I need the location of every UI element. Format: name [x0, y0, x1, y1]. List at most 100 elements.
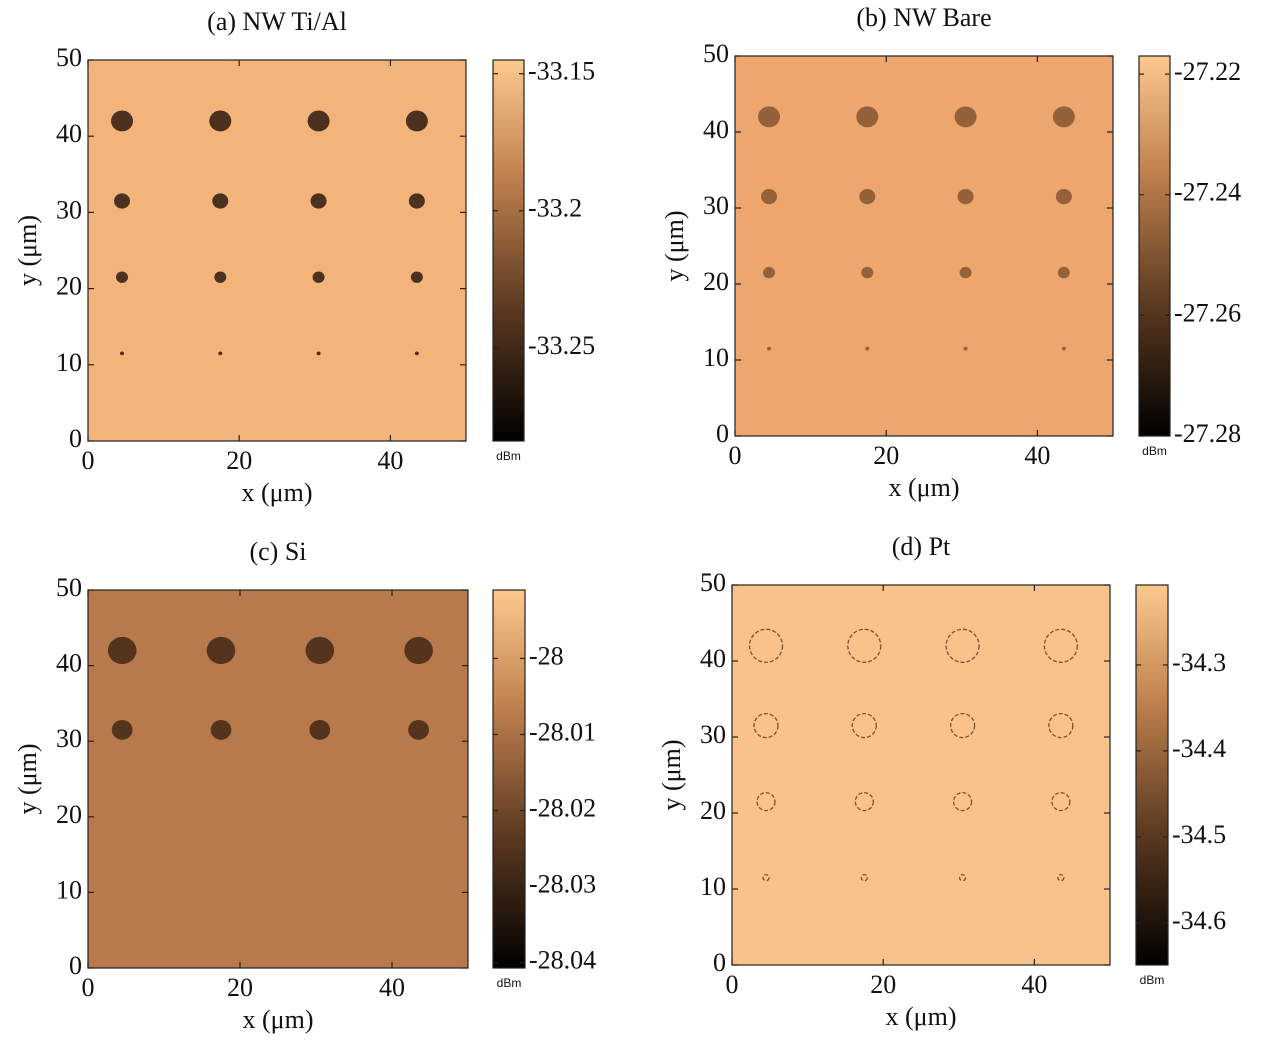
x-tick-label: 0 [726, 970, 739, 999]
spot-feature [959, 266, 972, 279]
ring-feature [762, 873, 770, 882]
spot-feature [761, 189, 778, 205]
colorbar-tick-label: -33.15 [528, 57, 595, 86]
panel-title: (c) Si [249, 537, 306, 566]
colorbar [492, 589, 526, 969]
colorbar-tick-label: -33.25 [528, 331, 595, 360]
y-tick-label: 10 [700, 872, 726, 901]
y-tick-label: 50 [703, 39, 729, 68]
spot-feature [206, 636, 236, 665]
spot-feature [218, 351, 223, 356]
colorbar-tick-label: -27.26 [1174, 298, 1241, 327]
y-axis-label: y (μm) [660, 211, 689, 282]
colorbar-tick-label: -34.6 [1172, 906, 1226, 935]
y-tick-label: 50 [56, 573, 82, 602]
y-axis-label: y (μm) [657, 740, 686, 811]
spot-feature [309, 719, 331, 740]
spot-feature [316, 351, 321, 356]
y-tick-label: 10 [56, 348, 82, 377]
y-tick-label: 40 [56, 119, 82, 148]
x-tick-label: 0 [729, 441, 742, 470]
colorbar-unit: dBm [1142, 444, 1167, 458]
ring-feature [854, 791, 874, 812]
y-tick-label: 0 [713, 948, 726, 977]
ring-feature [952, 791, 973, 812]
spot-feature [114, 193, 131, 209]
spot-feature [404, 636, 433, 665]
x-tick-label: 20 [226, 446, 252, 475]
spot-feature [1057, 266, 1070, 279]
spot-feature [405, 110, 428, 132]
ring-feature [1048, 712, 1074, 739]
x-tick-label: 20 [227, 973, 253, 1002]
spot-feature [859, 189, 876, 205]
spot-feature [214, 271, 227, 283]
spot-feature [763, 266, 776, 279]
spot-feature [861, 266, 874, 279]
x-tick-label: 40 [1021, 970, 1047, 999]
spot-feature [408, 193, 425, 209]
ring-feature [847, 628, 882, 663]
x-tick-label: 0 [82, 446, 95, 475]
panel: 0 20 40 0 10 20 30 40 50 (b) NW Bare x (μm) y (μm) -… [660, 3, 1241, 502]
colorbar-tick-label: -34.4 [1172, 734, 1226, 763]
y-tick-label: 20 [56, 800, 82, 829]
x-tick-label: 20 [873, 441, 899, 470]
colorbar [1135, 584, 1169, 966]
y-axis-label: y (μm) [13, 744, 42, 815]
spot-feature [1061, 346, 1066, 351]
y-tick-label: 40 [56, 649, 82, 678]
spot-feature [210, 719, 232, 740]
ring-feature [949, 712, 976, 739]
ring-feature [753, 712, 779, 739]
spot-feature [312, 271, 325, 283]
colorbar-tick-label: -28.01 [529, 717, 596, 746]
colorbar-tick-label: -27.22 [1174, 57, 1241, 86]
y-tick-label: 20 [703, 267, 729, 296]
ring-feature [1043, 628, 1079, 663]
y-tick-label: 40 [703, 115, 729, 144]
y-tick-label: 10 [56, 875, 82, 904]
spot-feature [111, 110, 134, 132]
y-tick-label: 20 [700, 796, 726, 825]
y-tick-label: 30 [56, 195, 82, 224]
x-axis-label: x (μm) [243, 1005, 314, 1034]
y-tick-label: 30 [700, 720, 726, 749]
ring-feature [945, 628, 980, 663]
panel: 0 20 40 0 10 20 30 40 50 (a) NW Ti/Al x (μm) y (μm)… [13, 7, 595, 507]
spot-feature [758, 106, 781, 128]
colorbar-tick-label: -28.02 [529, 794, 596, 823]
colorbar-unit: dBm [1140, 973, 1165, 987]
heatmap-field [734, 55, 1114, 437]
y-tick-label: 50 [700, 568, 726, 597]
spot-feature [865, 346, 870, 351]
spot-feature [212, 193, 229, 209]
spot-feature [120, 351, 125, 356]
y-tick-label: 0 [69, 951, 82, 980]
x-tick-label: 40 [377, 446, 403, 475]
colorbar-unit: dBm [497, 976, 522, 990]
ring-feature [958, 873, 967, 882]
spot-feature [107, 636, 137, 665]
spot-feature [414, 351, 419, 356]
ring-feature [860, 873, 868, 882]
y-tick-label: 30 [56, 724, 82, 753]
colorbar-tick-label: -33.2 [528, 194, 582, 223]
panel: 0 20 40 0 10 20 30 40 50 (d) Pt x (μm) y (μm) -34.3 -… [657, 532, 1226, 1031]
y-tick-label: 10 [703, 343, 729, 372]
spot-feature [1052, 106, 1075, 128]
panel-title: (d) Pt [892, 532, 951, 561]
heatmap-field [87, 59, 467, 442]
ring-feature [1057, 873, 1065, 882]
panel-title: (b) NW Bare [856, 3, 991, 32]
spot-feature [307, 110, 330, 132]
y-tick-label: 30 [703, 191, 729, 220]
spot-feature [954, 106, 977, 128]
x-tick-label: 40 [379, 973, 405, 1002]
spot-feature [111, 719, 133, 740]
y-tick-label: 0 [716, 419, 729, 448]
ring-feature [756, 791, 776, 812]
x-tick-label: 0 [82, 973, 95, 1002]
ring-feature [1051, 791, 1071, 812]
